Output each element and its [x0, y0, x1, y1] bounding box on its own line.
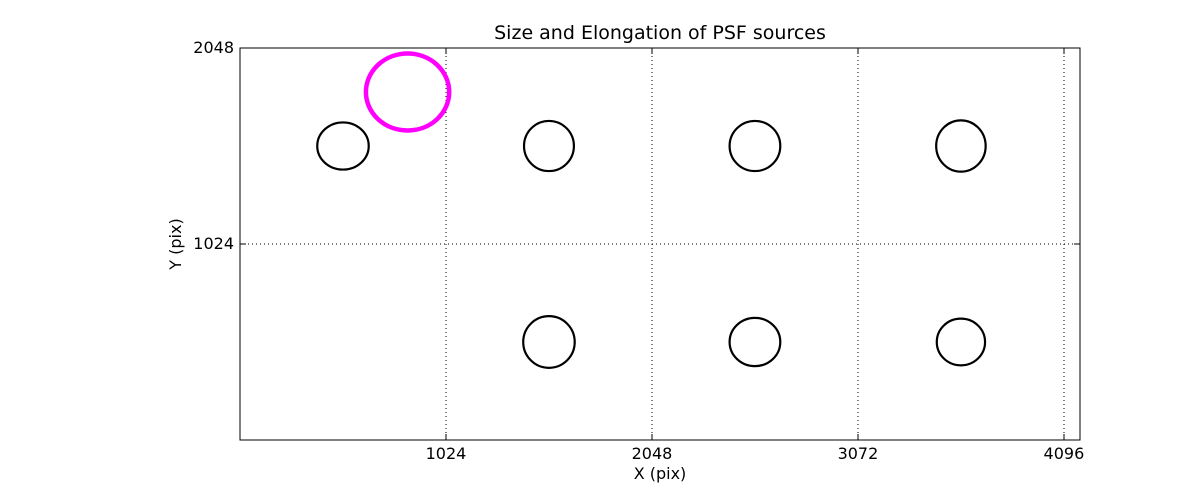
psf-source-ellipse [935, 317, 987, 367]
x-tick-label: 3072 [837, 444, 879, 463]
x-tick-label: 2048 [631, 444, 673, 463]
psf-source-ellipse [316, 121, 370, 171]
y-tick-label: 1024 [193, 234, 234, 253]
x-axis-label: X (pix) [633, 464, 687, 483]
x-tick-label: 1024 [425, 444, 467, 463]
psf-source-ellipse [522, 315, 576, 369]
psf-source-ellipse [728, 119, 782, 173]
y-tick-label: 2048 [193, 38, 234, 57]
highlighted-source-ellipse [363, 51, 452, 133]
chart-title: Size and Elongation of PSF sources [494, 22, 826, 44]
psf-source-ellipse [935, 119, 987, 173]
psf-source-ellipse [522, 119, 576, 173]
x-tick-label: 4096 [1043, 444, 1085, 463]
psf-source-ellipse [728, 316, 782, 368]
